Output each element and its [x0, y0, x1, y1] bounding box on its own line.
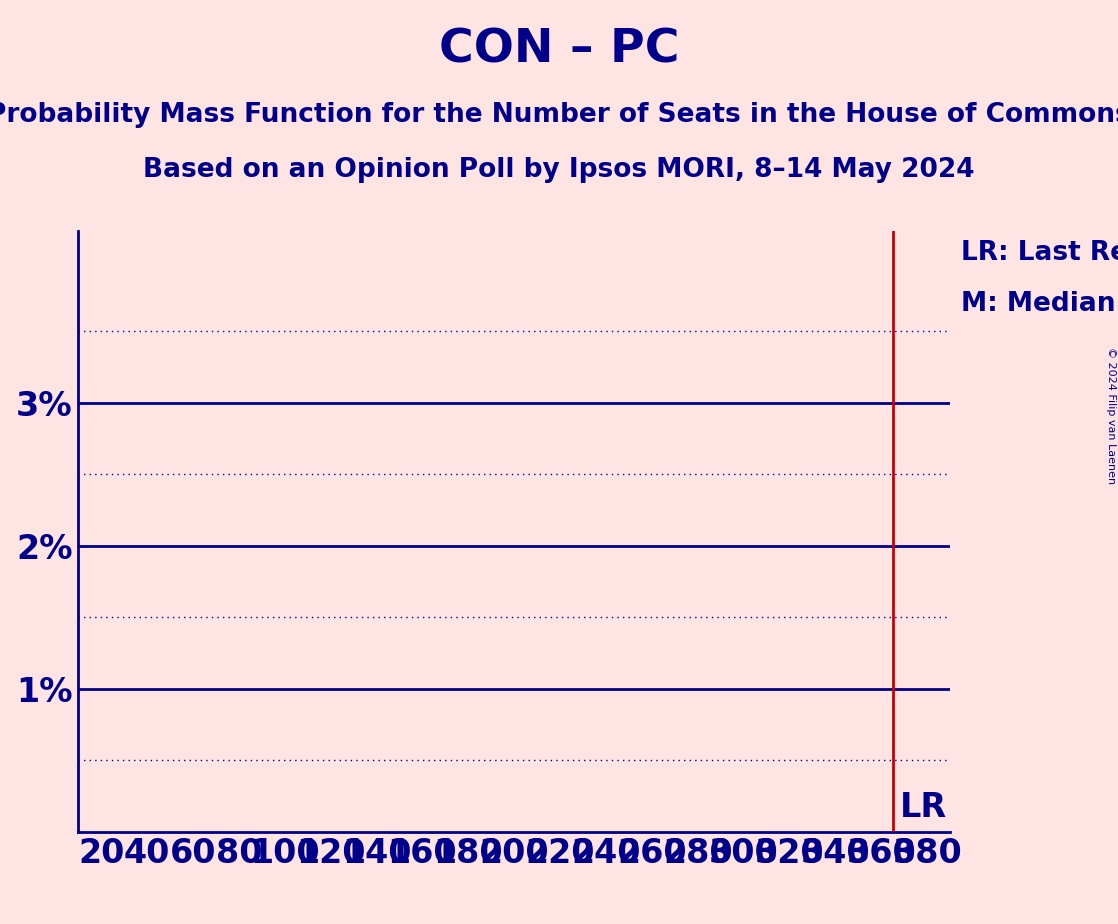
Text: Probability Mass Function for the Number of Seats in the House of Commons: Probability Mass Function for the Number… — [0, 102, 1118, 128]
Text: Based on an Opinion Poll by Ipsos MORI, 8–14 May 2024: Based on an Opinion Poll by Ipsos MORI, … — [143, 157, 975, 183]
Text: CON – PC: CON – PC — [438, 28, 680, 73]
Text: M: Median: M: Median — [961, 291, 1116, 317]
Text: LR: Last Result: LR: Last Result — [961, 240, 1118, 266]
Text: © 2024 Filip van Laenen: © 2024 Filip van Laenen — [1106, 347, 1116, 484]
Text: LR: LR — [900, 792, 947, 824]
